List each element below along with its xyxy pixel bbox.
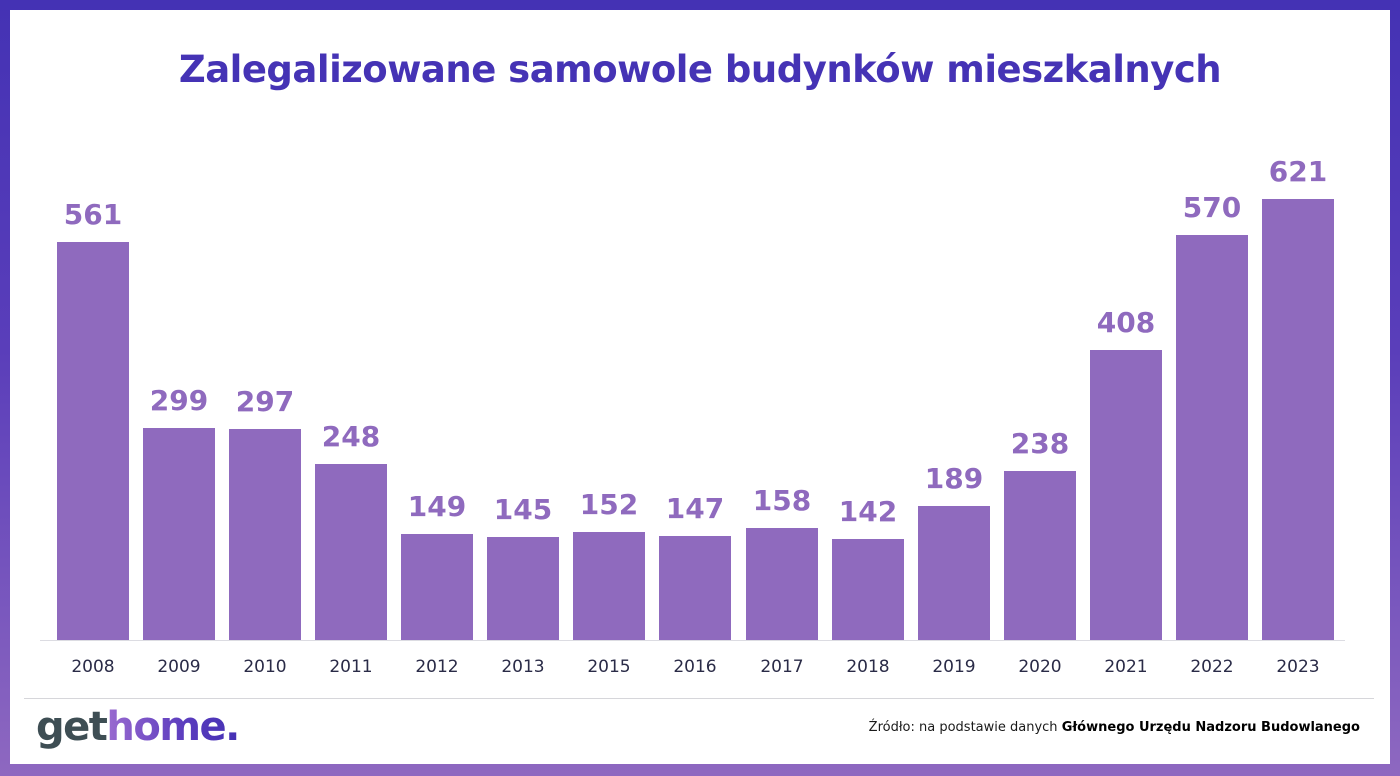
bar-2021 bbox=[1090, 350, 1162, 640]
source-institution: Głównego Urzędu Nadzoru Budowlanego bbox=[1061, 720, 1360, 735]
x-tick-label: 2019 bbox=[932, 657, 976, 677]
bar-2023 bbox=[1262, 199, 1334, 640]
bar-2011 bbox=[315, 464, 387, 640]
x-tick-label: 2015 bbox=[587, 657, 631, 677]
bar-2018 bbox=[832, 539, 904, 640]
bar-chart-plot: 561 2008 299 2009 297 2010 248 2011 149 2012 145 20… bbox=[10, 10, 1390, 764]
bar-2019 bbox=[918, 506, 990, 640]
footer-divider bbox=[24, 698, 1374, 699]
x-tick-label: 2010 bbox=[243, 657, 287, 677]
x-tick-label: 2022 bbox=[1190, 657, 1234, 677]
value-label: 408 bbox=[1096, 306, 1156, 339]
x-tick-label: 2016 bbox=[673, 657, 717, 677]
x-tick-label: 2017 bbox=[760, 657, 804, 677]
value-label: 297 bbox=[235, 385, 295, 418]
value-label: 189 bbox=[924, 462, 984, 495]
bar-2016 bbox=[659, 536, 731, 640]
x-tick-label: 2011 bbox=[329, 657, 373, 677]
value-label: 299 bbox=[149, 384, 209, 417]
x-tick-label: 2018 bbox=[846, 657, 890, 677]
bar-2009 bbox=[143, 428, 215, 640]
value-label: 570 bbox=[1182, 191, 1242, 224]
x-tick-label: 2021 bbox=[1104, 657, 1148, 677]
gethome-logo: gethome. bbox=[36, 704, 240, 750]
value-label: 238 bbox=[1010, 427, 1070, 460]
bar-2012 bbox=[401, 534, 473, 640]
value-label: 149 bbox=[407, 490, 467, 523]
bar-2010 bbox=[229, 429, 301, 640]
x-tick-label: 2012 bbox=[415, 657, 459, 677]
value-label: 621 bbox=[1268, 155, 1328, 188]
x-tick-label: 2009 bbox=[157, 657, 201, 677]
value-label: 158 bbox=[752, 484, 812, 517]
bar-2022 bbox=[1176, 235, 1248, 640]
logo-home: home. bbox=[106, 704, 240, 750]
bar-2015 bbox=[573, 532, 645, 640]
bar-2008 bbox=[57, 242, 129, 640]
x-tick-label: 2013 bbox=[501, 657, 545, 677]
source-note: Źródło: na podstawie danych Głównego Urz… bbox=[869, 720, 1360, 735]
chart-card: Zalegalizowane samowole budynków mieszka… bbox=[10, 10, 1390, 764]
bar-2013 bbox=[487, 537, 559, 640]
source-prefix: Źródło: na podstawie danych bbox=[868, 720, 1062, 735]
chart-title: Zalegalizowane samowole budynków mieszka… bbox=[178, 48, 1222, 91]
bar-2017 bbox=[746, 528, 818, 640]
x-tick-label: 2023 bbox=[1276, 657, 1320, 677]
value-label: 561 bbox=[63, 198, 123, 231]
logo-get: get bbox=[36, 704, 108, 750]
x-tick-label: 2020 bbox=[1018, 657, 1062, 677]
bar-2020 bbox=[1004, 471, 1076, 640]
value-label: 145 bbox=[493, 493, 553, 526]
value-label: 248 bbox=[321, 420, 381, 453]
x-axis-baseline bbox=[40, 640, 1345, 641]
value-label: 152 bbox=[579, 488, 639, 521]
x-tick-label: 2008 bbox=[71, 657, 115, 677]
value-label: 142 bbox=[838, 495, 898, 528]
value-label: 147 bbox=[665, 492, 725, 525]
